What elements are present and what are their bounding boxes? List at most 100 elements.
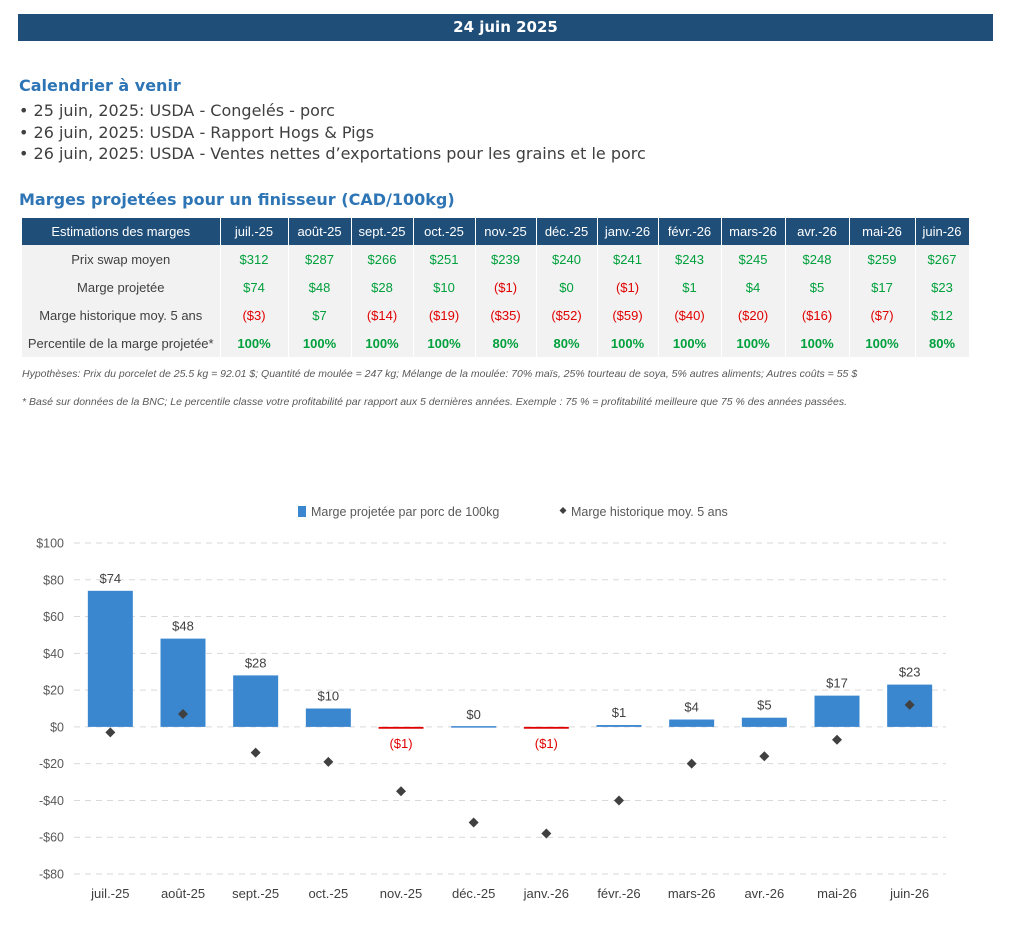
table-cell: $5 bbox=[785, 273, 850, 301]
margin-chart: $100 $80 $60 $40 $20 $0 -$20 -$40 -$60 -$80 Marge … bbox=[36, 505, 946, 901]
table-cell: $12 bbox=[915, 301, 970, 329]
historical-marker bbox=[759, 751, 770, 762]
table-cell: $17 bbox=[849, 273, 916, 301]
y-tick-label: -$20 bbox=[39, 757, 64, 771]
table-cell: $4 bbox=[721, 273, 786, 301]
table-cell: 100% bbox=[351, 329, 414, 357]
table-month-header: janv.-26 bbox=[597, 218, 659, 245]
calendar-title: Calendrier à venir bbox=[19, 76, 181, 95]
x-tick-label: mai-26 bbox=[817, 886, 857, 901]
data-label: $74 bbox=[99, 571, 121, 586]
table-cell: 100% bbox=[220, 329, 289, 357]
table-cell: 100% bbox=[785, 329, 850, 357]
table-row-label: Marge projetée bbox=[22, 273, 221, 301]
data-label: $23 bbox=[899, 665, 921, 680]
table-cell: 100% bbox=[721, 329, 786, 357]
y-tick-label: $0 bbox=[50, 720, 64, 734]
table-cell: $241 bbox=[597, 245, 659, 273]
historical-marker bbox=[614, 795, 624, 806]
y-tick-label: -$60 bbox=[39, 831, 64, 845]
historical-marker bbox=[105, 727, 116, 738]
historical-marker bbox=[541, 828, 552, 839]
x-tick-label: nov.-25 bbox=[380, 886, 422, 901]
data-label: $0 bbox=[466, 707, 480, 722]
bar bbox=[451, 726, 497, 728]
bar bbox=[523, 726, 569, 729]
table-cell: $240 bbox=[536, 245, 598, 273]
x-tick-label: sept.-25 bbox=[232, 886, 279, 901]
table-month-header: août-25 bbox=[288, 218, 352, 245]
table-cell: ($14) bbox=[351, 301, 414, 329]
data-label: $10 bbox=[317, 689, 339, 704]
percentile-footnote: * Basé sur données de la BNC; Le percent… bbox=[22, 396, 848, 408]
table-month-header: mars-26 bbox=[721, 218, 786, 245]
calendar-item: • 25 juin, 2025: USDA - Congelés - porc bbox=[19, 101, 335, 120]
table-month-header: juil.-25 bbox=[220, 218, 289, 245]
historical-marker bbox=[832, 734, 842, 745]
historical-marker bbox=[323, 756, 334, 767]
table-cell: $267 bbox=[915, 245, 970, 273]
historical-marker bbox=[468, 817, 479, 828]
table-cell: $259 bbox=[849, 245, 916, 273]
x-tick-label: févr.-26 bbox=[597, 886, 640, 901]
calendar-list: • 25 juin, 2025: USDA - Congelés - porc … bbox=[19, 100, 646, 165]
table-cell: $239 bbox=[475, 245, 537, 273]
calendar-item: • 26 juin, 2025: USDA - Rapport Hogs & P… bbox=[19, 122, 375, 142]
legend-swatch-projected bbox=[298, 506, 306, 517]
x-tick-label: juin-26 bbox=[889, 886, 929, 901]
y-tick-label: $40 bbox=[43, 647, 64, 661]
margins-title: Marges projetées pour un finisseur (CAD/… bbox=[19, 190, 455, 209]
data-label: ($1) bbox=[389, 736, 412, 751]
table-cell: $245 bbox=[721, 245, 786, 273]
table-row-label: Prix swap moyen bbox=[22, 245, 221, 273]
table-cell: $0 bbox=[536, 273, 598, 301]
table-cell: $23 bbox=[915, 273, 970, 301]
x-tick-label: mars-26 bbox=[668, 886, 716, 901]
table-cell: 100% bbox=[413, 329, 476, 357]
y-tick-label: $20 bbox=[43, 684, 64, 698]
historical-marker bbox=[904, 699, 915, 710]
table-cell: $74 bbox=[220, 273, 289, 301]
table-cell: $28 bbox=[351, 273, 414, 301]
bar bbox=[305, 708, 351, 727]
table-cell: ($40) bbox=[658, 301, 722, 329]
table-cell: ($52) bbox=[536, 301, 598, 329]
table-month-header: déc.-25 bbox=[536, 218, 598, 245]
table-cell: ($7) bbox=[849, 301, 916, 329]
table-cell: ($1) bbox=[597, 273, 659, 301]
data-label: $5 bbox=[757, 698, 771, 713]
bar bbox=[669, 719, 715, 727]
data-label: $17 bbox=[826, 676, 848, 691]
x-tick-label: déc.-25 bbox=[452, 886, 495, 901]
table-cell: $312 bbox=[220, 245, 289, 273]
table-cell: ($1) bbox=[475, 273, 537, 301]
table-month-header: mai-26 bbox=[849, 218, 916, 245]
table-row: Percentile de la marge projetée* 100% 100%… bbox=[22, 329, 970, 357]
table-cell: $251 bbox=[413, 245, 476, 273]
y-tick-label: $100 bbox=[36, 537, 64, 551]
table-month-header: oct.-25 bbox=[413, 218, 476, 245]
y-tick-label: $80 bbox=[43, 573, 64, 587]
bar bbox=[87, 590, 133, 727]
table-cell: $266 bbox=[351, 245, 414, 273]
y-tick-label: -$80 bbox=[39, 868, 64, 882]
x-tick-label: janv.-26 bbox=[523, 886, 569, 901]
table-month-header: juin-26 bbox=[915, 218, 970, 245]
legend-label-historical: Marge historique moy. 5 ans bbox=[571, 505, 728, 519]
table-cell: $243 bbox=[658, 245, 722, 273]
table-row: Marge projetée $74 $48 $28 $10 ($1) $0 ($1) $1 $4… bbox=[22, 273, 970, 301]
table-cell: $1 bbox=[658, 273, 722, 301]
x-tick-label: juil.-25 bbox=[90, 886, 129, 901]
historical-marker bbox=[178, 709, 188, 720]
historical-marker bbox=[396, 786, 406, 797]
table-cell: ($16) bbox=[785, 301, 850, 329]
data-label: $1 bbox=[612, 705, 626, 720]
table-month-header: sept.-25 bbox=[351, 218, 414, 245]
bar bbox=[233, 675, 279, 727]
table-row: Prix swap moyen $312 $287 $266 $251 $239 $240 $… bbox=[22, 245, 970, 273]
table-cell: 100% bbox=[849, 329, 916, 357]
bar bbox=[814, 695, 860, 727]
table-cell: 100% bbox=[288, 329, 352, 357]
table-cell: ($59) bbox=[597, 301, 659, 329]
table-cell: 80% bbox=[915, 329, 970, 357]
